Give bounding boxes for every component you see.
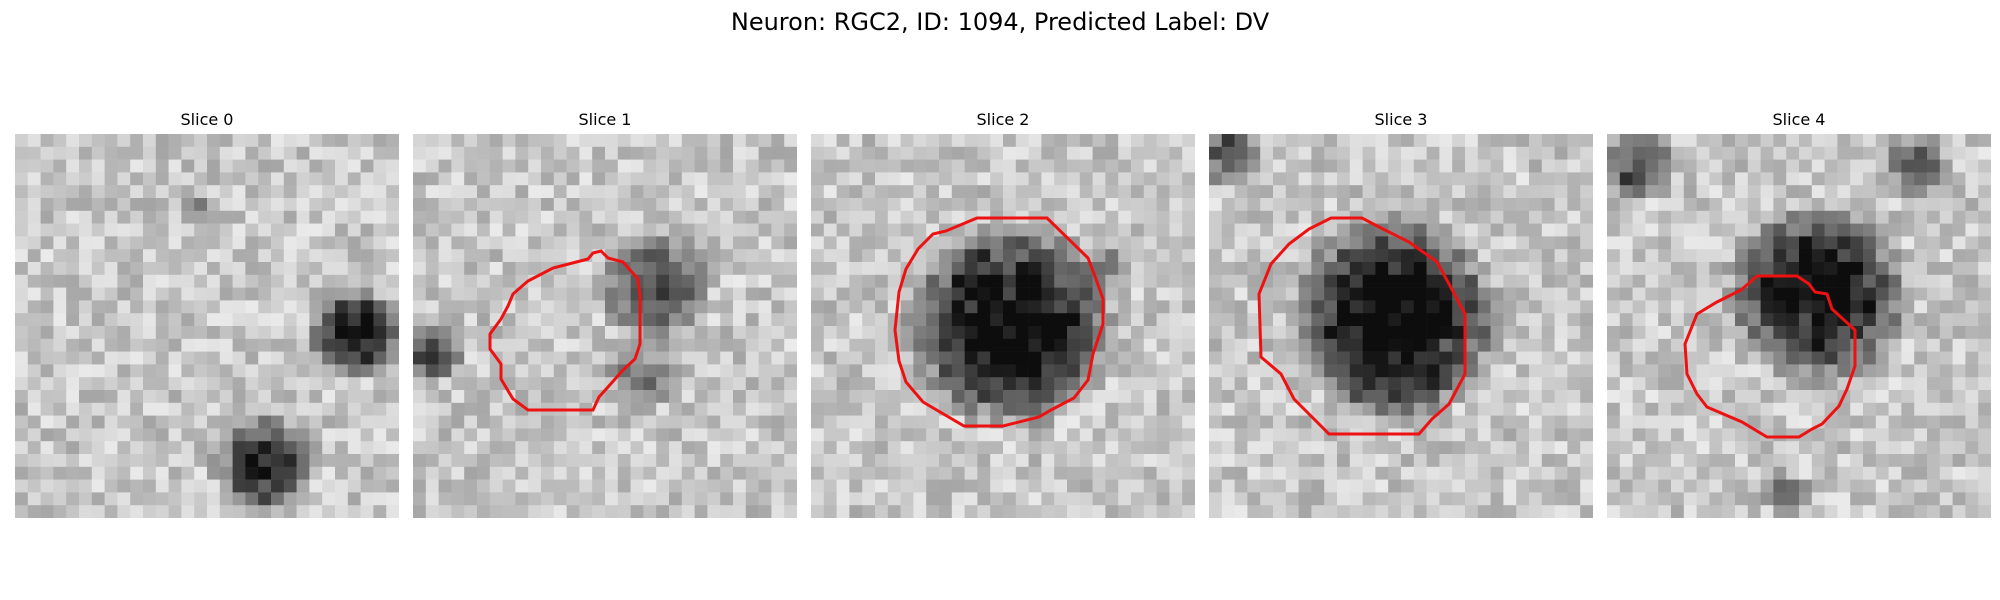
microscopy-texture: [15, 134, 399, 518]
cell-outline: [893, 216, 1105, 428]
slice-title: Slice 1: [578, 110, 632, 129]
slice-image: [413, 134, 797, 518]
microscopy-texture: [413, 134, 797, 518]
figure-title: Neuron: RGC2, ID: 1094, Predicted Label:…: [730, 8, 1270, 36]
cell-outline: [1683, 274, 1857, 439]
cell-outline: [1257, 216, 1467, 436]
microscopy-texture: [811, 134, 1195, 518]
slice-image: [811, 134, 1195, 518]
slice-image: [1209, 134, 1593, 518]
slice-title: Slice 0: [180, 110, 234, 129]
microscopy-texture: [1209, 134, 1593, 518]
slice-image: [1607, 134, 1991, 518]
slice-title: Slice 3: [1374, 110, 1428, 129]
slice-title: Slice 4: [1772, 110, 1826, 129]
microscopy-texture: [1607, 134, 1991, 518]
slice-image: [15, 134, 399, 518]
slice-title: Slice 2: [976, 110, 1030, 129]
cell-outline: [488, 249, 642, 412]
